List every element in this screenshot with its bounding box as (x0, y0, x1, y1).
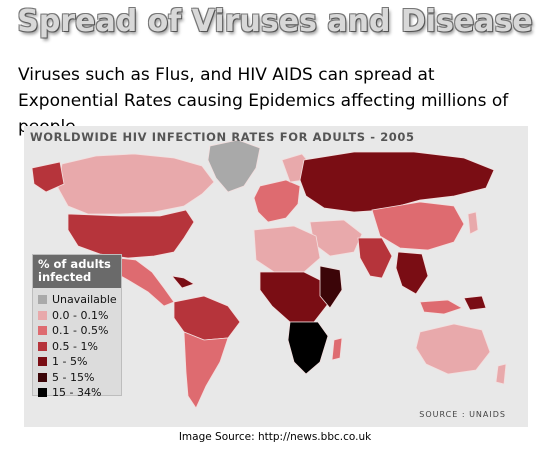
map-region-southern-africa (287, 321, 329, 375)
legend-label: 15 - 34% (52, 386, 102, 399)
legend-swatch (38, 341, 47, 351)
legend-item: 0.0 - 0.1% (38, 308, 121, 324)
legend-item: 0.1 - 0.5% (38, 323, 121, 339)
legend-swatch (38, 326, 47, 336)
map-region-caribbean (171, 275, 195, 289)
image-source-caption: Image Source: http://news.bbc.co.uk (178, 431, 372, 443)
map-region-canada (57, 153, 215, 215)
map-region-greenland (207, 139, 261, 193)
legend-swatch (38, 295, 47, 305)
legend-label: 0.0 - 0.1% (52, 308, 109, 322)
legend-swatch (38, 372, 47, 382)
legend-item: 1 - 5% (38, 354, 121, 370)
map-region-south-america-south (183, 331, 229, 409)
map-heading: WORLDWIDE HIV INFECTION RATES FOR ADULTS… (30, 130, 415, 144)
world-map (31, 139, 507, 409)
map-region-japan (467, 211, 479, 235)
map-region-central-africa (259, 271, 329, 323)
legend-title: % of adults infected (33, 255, 121, 288)
source-label: SOURCE : UNAIDS (419, 410, 506, 419)
map-region-usa (67, 209, 195, 259)
map-region-indonesia (419, 299, 463, 315)
slide-title: Spread of Viruses and Disease (17, 4, 533, 39)
legend-list: Unavailable 0.0 - 0.1% 0.1 - 0.5% 0.5 - … (33, 292, 121, 401)
legend-item: 0.5 - 1% (38, 339, 121, 355)
map-region-north-africa (253, 225, 321, 273)
map-region-alaska (31, 161, 65, 193)
legend-item: 15 - 34% (38, 385, 121, 401)
legend-label: 1 - 5% (52, 355, 88, 368)
legend-label: 0.5 - 1% (52, 339, 98, 353)
map-region-southeast-asia (395, 251, 429, 295)
legend-swatch (38, 310, 47, 320)
map-region-russia (299, 151, 495, 213)
legend-swatch (38, 388, 47, 398)
map-region-papua (463, 295, 487, 311)
map-region-western-europe (253, 179, 301, 223)
hiv-map-panel: WORLDWIDE HIV INFECTION RATES FOR ADULTS… (24, 126, 528, 427)
legend-label: 0.1 - 0.5% (52, 324, 109, 337)
legend-item: Unavailable (38, 292, 121, 308)
map-region-india (357, 237, 393, 279)
legend-swatch (38, 357, 47, 367)
legend-label: Unavailable (52, 293, 117, 306)
map-region-china (371, 201, 465, 251)
map-region-east-africa (319, 265, 343, 309)
map-region-madagascar (331, 337, 343, 361)
legend-label: 5 - 15% (52, 370, 95, 384)
map-region-australia (415, 323, 491, 375)
map-region-new-zealand (495, 363, 507, 385)
legend: % of adults infected Unavailable 0.0 - 0… (32, 254, 122, 399)
legend-item: 5 - 15% (38, 370, 121, 386)
